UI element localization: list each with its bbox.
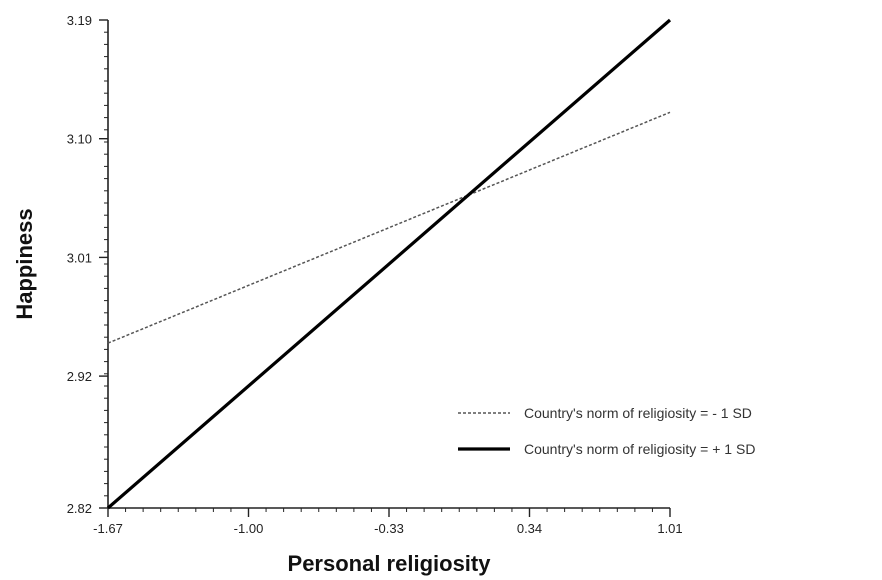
y-tick-label: 3.19 [67,13,92,28]
x-tick-label: 1.01 [657,521,682,536]
x-tick-labels: -1.67 -1.00 -0.33 0.34 1.01 [93,521,682,536]
axes [99,19,671,517]
series-minus-1sd-line [107,111,671,344]
y-tick-labels: 2.82 2.92 3.01 3.10 3.19 [67,13,92,516]
y-axis-title: Happiness [12,208,37,319]
legend: Country's norm of religiosity = - 1 SD Co… [458,405,755,457]
x-tick-label: 0.34 [517,521,542,536]
y-tick-label: 3.10 [67,132,92,147]
x-tick-label: -0.33 [374,521,404,536]
legend-entry-label: Country's norm of religiosity = + 1 SD [524,441,755,457]
series-layer [106,18,672,510]
y-tick-label: 3.01 [67,250,92,265]
x-axis-title: Personal religiosity [288,551,492,576]
x-tick-label: -1.67 [93,521,123,536]
y-tick-label: 2.92 [67,369,92,384]
legend-entry-label: Country's norm of religiosity = - 1 SD [524,405,752,421]
x-tick-label: -1.00 [234,521,264,536]
y-tick-label: 2.82 [67,501,92,516]
series-plus-1sd-line [106,18,672,510]
